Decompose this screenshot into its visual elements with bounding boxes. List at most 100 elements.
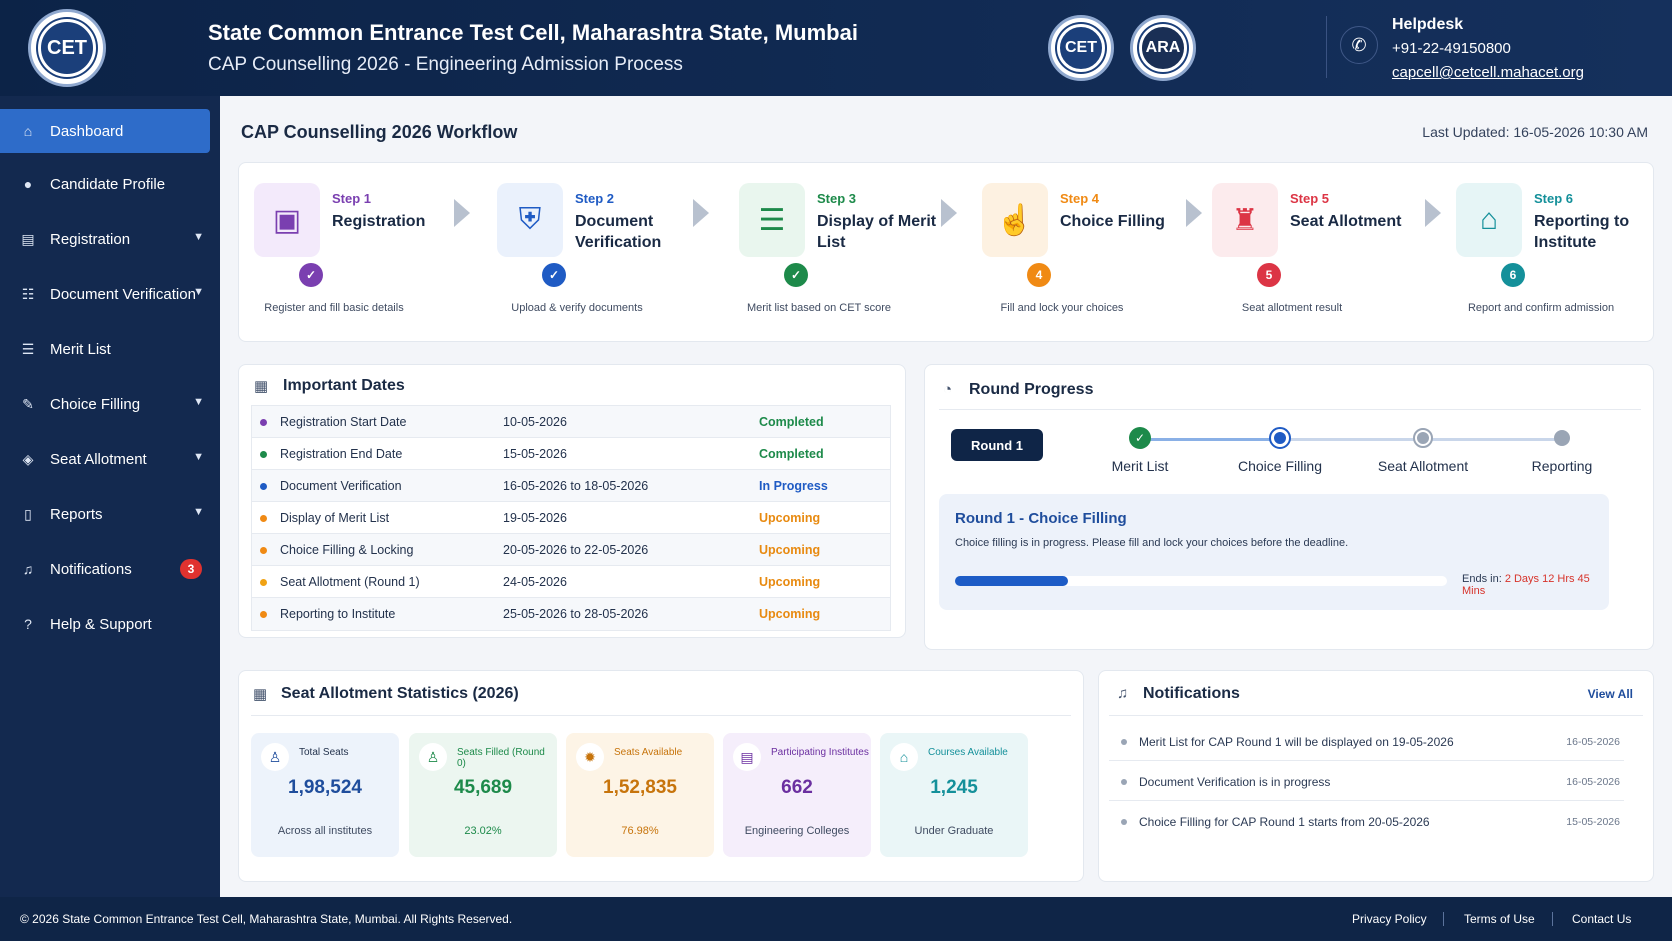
helpdesk-phone[interactable]: +91-22-49150800	[1392, 40, 1511, 57]
chevron-down-icon: ▼	[193, 286, 204, 298]
cet-seal-logo: CET	[1048, 15, 1114, 81]
sidebar-item-label: Notifications	[50, 560, 132, 578]
stage-label: Choice Filling	[1237, 458, 1323, 474]
ara-logo-text: ARA	[1139, 24, 1187, 72]
sidebar-item-seat-allotment[interactable]: ◈ Seat Allotment ▼	[0, 437, 220, 481]
check-icon: ✓	[784, 263, 808, 287]
clipboard-user-icon: ▣	[254, 183, 320, 257]
step-desc: Merit list based on CET score	[746, 302, 892, 314]
sidebar-item-help-support[interactable]: ? Help & Support	[0, 602, 220, 646]
sidebar-item-candidate-profile[interactable]: ● Candidate Profile	[0, 162, 220, 206]
helpdesk-title: Helpdesk	[1392, 16, 1464, 33]
copyright: © 2026 State Common Entrance Test Cell, …	[20, 912, 513, 926]
date-value: 16-05-2026 to 18-05-2026	[503, 479, 649, 493]
bell-icon: ♫	[22, 561, 34, 577]
terms-link[interactable]: Terms of Use	[1464, 912, 1535, 926]
step-desc: Upload & verify documents	[511, 302, 643, 314]
sidebar-item-label: Merit List	[50, 340, 111, 358]
stat-value: 45,689	[453, 777, 513, 798]
form-icon: ▤	[21, 230, 35, 247]
cet-logo-text: CET	[38, 19, 96, 77]
date-value: 25-05-2026 to 28-05-2026	[503, 607, 649, 621]
date-value: 19-05-2026	[503, 511, 567, 525]
step-number-badge: 4	[1027, 263, 1051, 287]
step-desc: Seat allotment result	[1241, 302, 1343, 314]
sidebar-item-registration[interactable]: ▤ Registration ▼	[0, 217, 220, 261]
status-badge: Upcoming	[759, 575, 821, 589]
workflow-step-5[interactable]: ♜ Step 5 Seat Allotment 5 Seat allotment…	[1197, 163, 1427, 341]
status-dot	[260, 451, 267, 458]
workflow-step-1[interactable]: ▣ Step 1 Registration ✓ Register and fil…	[239, 163, 469, 341]
workflow-step-3[interactable]: ☰ Step 3 Display of Merit List ✓ Merit l…	[724, 163, 954, 341]
workflow-card: ▣ Step 1 Registration ✓ Register and fil…	[238, 162, 1654, 342]
step-number: Step 5	[1290, 191, 1330, 206]
sidebar-item-merit-list[interactable]: ☰ Merit List	[0, 327, 220, 371]
sidebar-item-reports[interactable]: ▯ Reports ▼	[0, 492, 220, 536]
stat-value: 662	[781, 777, 813, 798]
view-all-link[interactable]: View All	[1587, 687, 1633, 701]
chevron-down-icon: ▼	[193, 506, 204, 518]
current-stage-title: Round 1 - Choice Filling	[955, 510, 1127, 527]
stage-label: Merit List	[1111, 458, 1169, 474]
stage-current-node	[1269, 427, 1291, 449]
header-subtitle: CAP Counselling 2026 - Engineering Admis…	[208, 54, 683, 75]
step-desc: Report and confirm admission	[1467, 302, 1615, 314]
contact-us-link[interactable]: Contact Us	[1572, 912, 1632, 926]
workflow-step-4[interactable]: ☝ Step 4 Choice Filling 4 Fill and lock …	[967, 163, 1197, 341]
check-icon: ✓	[299, 263, 323, 287]
sidebar-item-notifications[interactable]: ♫ Notifications 3	[0, 547, 220, 591]
sidebar-item-document-verification[interactable]: ☷ Document Verification ▼	[0, 272, 220, 316]
stat-label: Total Seats	[299, 747, 349, 758]
notification-item[interactable]: Choice Filling for CAP Round 1 starts fr…	[1109, 801, 1624, 841]
seat-icon: ◈	[22, 450, 34, 467]
calendar-icon: ▦	[253, 686, 268, 703]
stat-sub: Under Graduate	[914, 825, 994, 837]
stat-label: Seats Available	[614, 747, 683, 758]
sidebar-item-dashboard[interactable]: ⌂ Dashboard	[0, 109, 210, 153]
stage-pending-node	[1554, 430, 1570, 446]
bullet-dot	[1121, 739, 1127, 745]
seat-filled-icon: ♙	[419, 743, 447, 771]
sidebar-item-choice-filling[interactable]: ✎ Choice Filling ▼	[0, 382, 220, 426]
status-dot	[260, 611, 267, 618]
step-desc: Register and fill basic details	[264, 302, 404, 314]
page-title: CAP Counselling 2026 Workflow	[241, 122, 518, 142]
round-progress-title: Round Progress	[969, 381, 1094, 398]
workflow-step-2[interactable]: ⛨ Step 2 Document Verification ✓ Upload …	[482, 163, 712, 341]
stat-sub: 76.98%	[621, 825, 659, 837]
sidebar-item-label: Candidate Profile	[50, 175, 166, 193]
stat-label: Participating Institutes	[771, 747, 869, 758]
progress-bar-fill	[955, 576, 1069, 586]
date-value: 10-05-2026	[503, 415, 567, 429]
ends-in-label: Ends in:	[1462, 573, 1502, 585]
round-selector-button[interactable]: Round 1	[951, 429, 1043, 461]
sidebar: ⌂ Dashboard ● Candidate Profile ▤ Regist…	[0, 96, 220, 897]
notifications-title: Notifications	[1143, 685, 1240, 702]
user-icon: ●	[23, 176, 33, 192]
privacy-policy-link[interactable]: Privacy Policy	[1352, 912, 1427, 926]
footer: © 2026 State Common Entrance Test Cell, …	[0, 897, 1672, 941]
status-dot	[260, 483, 267, 490]
stage-check-icon: ✓	[1129, 427, 1151, 449]
notification-item[interactable]: Merit List for CAP Round 1 will be displ…	[1109, 721, 1624, 761]
notification-date: 15-05-2026	[1566, 816, 1620, 828]
divider	[1443, 912, 1444, 926]
step-arrow-icon	[454, 199, 470, 227]
notification-text: Choice Filling for CAP Round 1 starts fr…	[1139, 815, 1430, 829]
step-name: Registration	[332, 213, 426, 230]
stat-card: ♙ Total Seats 1,98,524 Across all institute…	[251, 733, 399, 857]
step-name: Document Verification	[575, 213, 662, 251]
institute-icon: ⌂	[890, 743, 918, 771]
sidebar-item-label: Registration	[50, 230, 131, 248]
helpdesk-email-link[interactable]: capcell@cetcell.mahacet.org	[1392, 64, 1584, 81]
workflow-step-6[interactable]: ⌂ Step 6 Reporting to Institute 6 Report…	[1441, 163, 1671, 341]
step-number: Step 2	[575, 191, 615, 206]
institute-icon: ⌂	[1456, 183, 1522, 257]
sidebar-item-label: Help & Support	[50, 615, 152, 633]
bell-icon: ♫	[1117, 685, 1129, 702]
main-content: CAP Counselling 2026 Workflow Last Updat…	[220, 96, 1672, 897]
sidebar-item-label: Dashboard	[50, 122, 124, 140]
notification-item[interactable]: Document Verification is in progress 16-0…	[1109, 761, 1624, 801]
stat-label: Courses Available	[928, 747, 1008, 758]
ends-in-time: 2 Days 12 Hrs 45 Mins	[1462, 573, 1590, 597]
